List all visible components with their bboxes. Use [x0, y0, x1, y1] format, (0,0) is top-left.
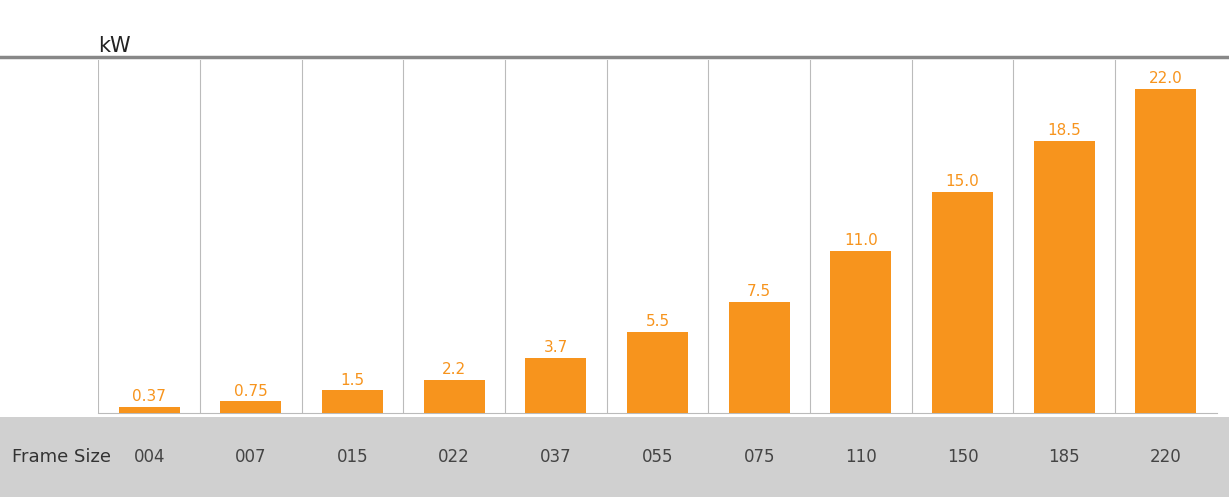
Text: 7.5: 7.5	[747, 284, 772, 299]
Text: 11.0: 11.0	[844, 233, 878, 248]
Text: 007: 007	[235, 448, 267, 466]
Text: 15.0: 15.0	[945, 174, 980, 189]
Text: 3.7: 3.7	[543, 340, 568, 355]
Text: 2.2: 2.2	[442, 362, 466, 377]
Bar	[424, 380, 484, 413]
Bar	[932, 192, 993, 413]
Bar	[1136, 89, 1196, 413]
Bar	[322, 391, 383, 413]
Text: 0.37: 0.37	[133, 389, 166, 404]
Text: 150: 150	[946, 448, 978, 466]
Text: Frame Size: Frame Size	[12, 448, 112, 466]
Bar	[627, 331, 688, 413]
Text: 22.0: 22.0	[1149, 71, 1182, 86]
Bar	[1034, 141, 1095, 413]
Text: 18.5: 18.5	[1047, 123, 1082, 138]
Text: 1.5: 1.5	[340, 373, 365, 388]
Bar	[831, 251, 891, 413]
Text: 004: 004	[134, 448, 165, 466]
Text: 022: 022	[439, 448, 469, 466]
Text: 037: 037	[540, 448, 571, 466]
Bar	[729, 302, 790, 413]
Text: 5.5: 5.5	[645, 314, 670, 329]
Text: 110: 110	[846, 448, 876, 466]
Text: 185: 185	[1048, 448, 1080, 466]
Bar	[220, 402, 281, 413]
Bar	[119, 407, 179, 413]
Bar	[525, 358, 586, 413]
Text: kW: kW	[98, 36, 132, 56]
Text: 055: 055	[642, 448, 673, 466]
Text: 0.75: 0.75	[234, 384, 268, 399]
Text: 015: 015	[337, 448, 369, 466]
Text: 220: 220	[1150, 448, 1182, 466]
Text: 075: 075	[744, 448, 775, 466]
